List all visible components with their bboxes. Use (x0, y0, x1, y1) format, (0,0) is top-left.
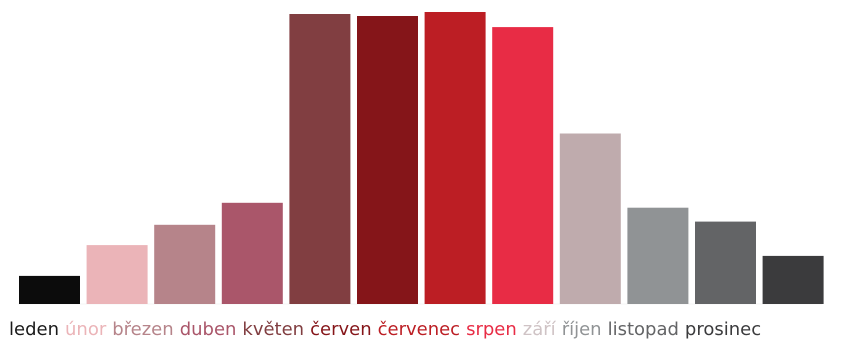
bar-3 (221, 202, 283, 304)
bar-2 (154, 224, 216, 304)
month-label-9: říjen (562, 319, 602, 340)
month-label-6: červenec (378, 319, 460, 340)
bar-11 (762, 255, 824, 304)
bar-group (19, 12, 824, 304)
bar-5 (357, 16, 418, 304)
month-label-1: únor (65, 319, 107, 340)
bar-8 (559, 133, 621, 304)
month-label-5: červen (310, 319, 372, 340)
month-label-8: září (523, 319, 557, 340)
bar-4 (289, 14, 351, 304)
bar-10 (695, 221, 756, 304)
month-label-group: leden únor březen duben květen červen červenec… (9, 319, 761, 340)
bar-6 (424, 12, 486, 304)
month-label-3: duben (180, 319, 237, 340)
month-label-10: listopad (608, 319, 679, 340)
month-label-4: květen (242, 319, 304, 340)
month-label-11: prosinec (685, 319, 761, 340)
bar-7 (492, 27, 554, 304)
month-label-0: leden (9, 319, 59, 340)
bar-9 (627, 207, 689, 304)
bar-1 (86, 245, 148, 304)
month-label-7: srpen (466, 319, 517, 340)
bar-0 (19, 275, 80, 304)
month-label-2: březen (112, 319, 173, 340)
